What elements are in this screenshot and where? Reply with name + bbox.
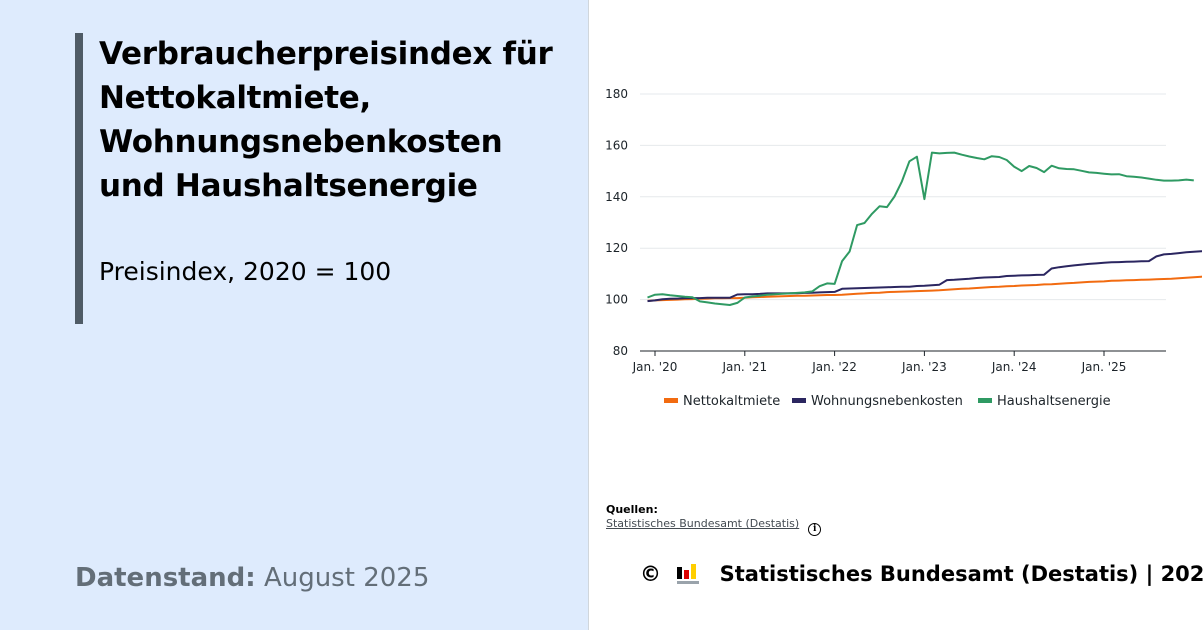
y-tick-label: 120 xyxy=(605,241,628,255)
x-tick-label: Jan. '20 xyxy=(632,360,678,374)
copyright-symbol: © xyxy=(640,562,661,586)
legend-swatch xyxy=(978,398,992,403)
x-tick-label: Jan. '23 xyxy=(901,360,947,374)
data-status-value: August 2025 xyxy=(263,563,430,593)
header-panel: Verbraucherpreisindex für Nettokaltmiete… xyxy=(0,0,589,630)
series-line-haushaltsenergie xyxy=(647,151,1194,306)
legend-label: Haushaltsenergie xyxy=(997,394,1111,409)
y-axis-ticks: 80 100 120 140 160 180 xyxy=(605,87,628,358)
x-tick-label: Jan. '21 xyxy=(721,360,767,374)
chart-subtitle: Preisindex, 2020 = 100 xyxy=(99,257,392,286)
y-tick-label: 80 xyxy=(613,344,628,358)
legend-label: Nettokaltmiete xyxy=(683,394,780,409)
x-tick-label: Jan. '25 xyxy=(1081,360,1127,374)
data-status-label: Datenstand: xyxy=(75,563,256,593)
y-tick-label: 160 xyxy=(605,138,628,152)
chart-grid xyxy=(640,93,1166,352)
legend-label: Wohnungsnebenkosten xyxy=(811,394,963,409)
footer: © Statistisches Bundesamt (Destatis) | 2… xyxy=(640,562,1203,586)
y-tick-label: 140 xyxy=(605,190,628,204)
y-tick-label: 100 xyxy=(605,293,628,307)
x-tick-label: Jan. '24 xyxy=(991,360,1037,374)
series-line-nettokaltmiete xyxy=(647,275,1202,302)
legend-swatch xyxy=(792,398,806,403)
sources: Quellen: Statistisches Bundesamt (Destat… xyxy=(606,503,822,536)
x-tick-label: Jan. '22 xyxy=(811,360,857,374)
x-axis-ticks: Jan. '20 Jan. '21 Jan. '22 Jan. '23 Jan. '24… xyxy=(632,351,1127,374)
chart-legend: Nettokaltmiete Wohnungsnebenkosten Haushal… xyxy=(664,394,1111,409)
legend-swatch xyxy=(664,398,678,403)
y-tick-label: 180 xyxy=(605,87,628,101)
data-status: Datenstand: August 2025 xyxy=(75,563,429,593)
sources-title: Quellen: xyxy=(606,503,658,516)
chart-title: Verbraucherpreisindex für Nettokaltmiete… xyxy=(99,36,553,204)
info-icon[interactable]: i xyxy=(808,523,822,536)
series-line-wohnungsnebenkosten xyxy=(647,250,1202,303)
footer-text: Statistisches Bundesamt (Destatis) | 202… xyxy=(719,562,1203,586)
chart-lines xyxy=(647,151,1202,306)
destatis-logo-icon xyxy=(677,564,700,584)
accent-bar xyxy=(75,33,83,324)
sources-link[interactable]: Statistisches Bundesamt (Destatis) xyxy=(606,517,800,530)
